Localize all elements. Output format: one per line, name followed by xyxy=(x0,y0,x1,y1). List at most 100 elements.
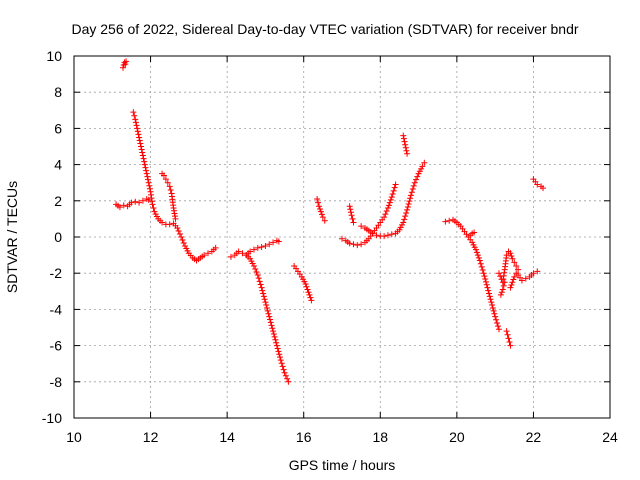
data-point-marker xyxy=(419,163,426,170)
data-point-marker xyxy=(499,286,506,293)
y-axis-label: SDTVAR / TECUs xyxy=(4,181,20,293)
series-arc-11 xyxy=(358,159,428,240)
data-point-marker xyxy=(409,186,416,193)
data-point-marker xyxy=(123,58,130,65)
data-point-marker xyxy=(307,294,314,301)
data-point-marker xyxy=(505,335,512,342)
data-point-marker xyxy=(167,186,174,193)
x-tick-label: 14 xyxy=(219,429,235,445)
data-point-marker xyxy=(479,267,486,274)
data-point-marker xyxy=(498,289,505,296)
data-point-marker xyxy=(339,235,345,242)
data-point-marker xyxy=(508,253,515,260)
data-point-marker xyxy=(406,198,413,205)
data-point-marker xyxy=(285,378,292,385)
data-point-marker xyxy=(235,248,242,255)
data-point-marker xyxy=(260,290,267,297)
data-point-marker xyxy=(489,302,496,309)
data-point-marker xyxy=(132,119,139,126)
data-point-marker xyxy=(264,307,271,314)
data-point-marker xyxy=(250,246,257,253)
data-point-marker xyxy=(511,259,518,266)
data-point-marker xyxy=(160,172,167,179)
data-point-marker xyxy=(509,255,516,262)
data-point-marker xyxy=(304,286,311,293)
data-point-marker xyxy=(480,270,487,277)
data-point-marker xyxy=(305,289,312,296)
data-point-marker xyxy=(347,209,354,216)
data-point-marker xyxy=(166,183,173,190)
data-point-marker xyxy=(145,179,152,186)
data-point-marker xyxy=(373,232,380,239)
data-point-marker xyxy=(315,199,322,206)
data-point-marker xyxy=(254,272,261,279)
data-point-marker xyxy=(381,214,388,221)
data-point-marker xyxy=(308,297,315,304)
data-point-marker xyxy=(369,230,376,237)
data-point-marker xyxy=(272,336,279,343)
data-point-marker xyxy=(503,252,510,259)
data-point-marker xyxy=(135,131,142,138)
series-arc-15 xyxy=(495,248,516,286)
data-point-marker xyxy=(141,158,148,165)
data-point-marker xyxy=(407,195,414,202)
data-point-marker xyxy=(306,291,313,298)
data-point-marker xyxy=(493,316,500,323)
data-point-marker xyxy=(212,244,219,251)
x-tick-labels: 10 12 14 16 18 20 22 24 xyxy=(66,429,618,445)
data-point-marker xyxy=(137,140,144,147)
data-point-marker xyxy=(482,275,489,282)
y-tick-label: -4 xyxy=(50,301,63,317)
data-point-marker xyxy=(254,244,261,251)
y-tick-label: 4 xyxy=(54,157,62,173)
data-point-marker xyxy=(266,313,273,320)
data-point-marker xyxy=(404,150,411,157)
data-point-marker xyxy=(319,214,326,221)
data-point-marker xyxy=(522,275,529,282)
data-point-marker xyxy=(386,199,393,206)
data-point-marker xyxy=(282,372,289,379)
data-point-marker xyxy=(401,138,408,145)
data-point-marker xyxy=(303,283,310,290)
data-point-marker xyxy=(267,316,274,323)
data-point-marker xyxy=(247,248,254,255)
data-point-marker xyxy=(413,176,420,183)
data-point-marker xyxy=(349,215,356,222)
data-point-marker xyxy=(278,360,285,367)
data-point-marker xyxy=(402,141,409,148)
data-point-marker xyxy=(271,333,278,340)
data-point-marker xyxy=(274,345,281,352)
data-point-marker xyxy=(484,284,491,291)
data-point-marker xyxy=(503,328,510,335)
data-point-marker xyxy=(256,278,263,285)
data-point-marker xyxy=(401,216,408,223)
data-point-marker xyxy=(172,215,179,222)
data-point-marker xyxy=(358,223,365,230)
data-point-marker xyxy=(146,182,153,189)
x-tick-label: 22 xyxy=(526,429,542,445)
data-point-marker xyxy=(141,161,148,168)
x-tick-label: 24 xyxy=(602,429,618,445)
y-tick-label: -8 xyxy=(50,374,63,390)
y-tick-label: 8 xyxy=(54,84,62,100)
data-point-marker xyxy=(384,232,391,239)
x-tick-label: 16 xyxy=(296,429,312,445)
data-point-marker xyxy=(486,290,493,297)
data-point-marker xyxy=(258,243,265,250)
data-point-marker xyxy=(518,277,525,284)
data-point-marker xyxy=(142,164,149,171)
data-point-marker xyxy=(530,270,537,277)
data-point-marker xyxy=(175,227,182,234)
x-tick-label: 18 xyxy=(372,429,388,445)
data-point-marker xyxy=(391,184,398,191)
y-tick-label: 0 xyxy=(54,229,62,245)
data-point-marker xyxy=(276,354,283,361)
data-point-marker xyxy=(388,231,395,238)
data-point-marker xyxy=(473,246,479,253)
series-arc-16 xyxy=(497,279,508,298)
data-point-marker xyxy=(540,185,546,192)
data-point-marker xyxy=(497,291,504,298)
data-point-marker xyxy=(403,210,410,217)
data-point-marker xyxy=(270,331,277,338)
